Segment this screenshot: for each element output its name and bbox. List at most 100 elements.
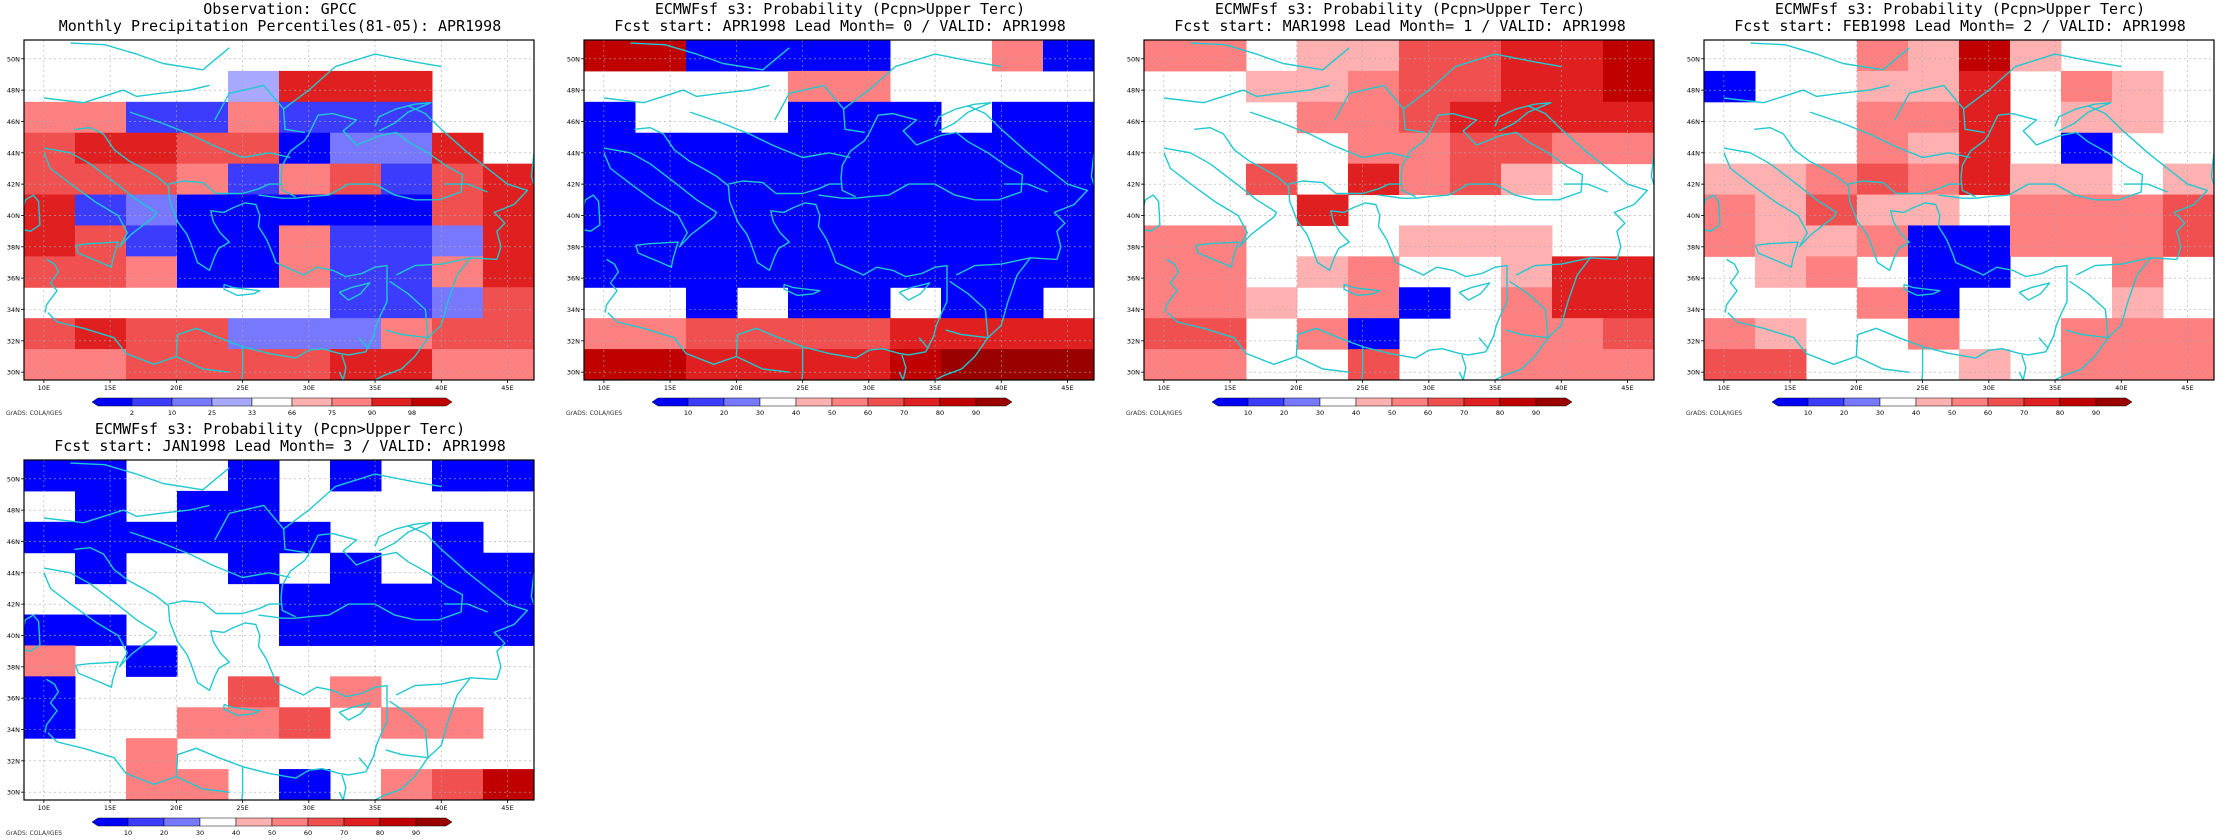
lat-tick-label: 32N: [1127, 337, 1140, 345]
grid-cell: [177, 521, 229, 554]
colorbar-label: 20: [1840, 409, 1848, 417]
grid-cell: [75, 552, 127, 585]
colorbar-label: 25: [208, 409, 216, 417]
grid-cell: [126, 738, 178, 770]
coastline: [2065, 257, 2151, 339]
grid-cell: [1857, 163, 1909, 196]
graticule: [24, 460, 534, 800]
colorbar-swatch: [91, 817, 129, 827]
grid-cell: [1908, 318, 1960, 350]
grid-cell: [686, 287, 738, 319]
grid-cell: [126, 769, 178, 801]
grid-cell: [1806, 225, 1858, 257]
grid-cell: [483, 194, 535, 226]
colorbar-swatch: [1499, 397, 1537, 407]
grid-cell: [788, 132, 840, 165]
grid-cell: [1195, 256, 1247, 288]
grid-cell: [890, 225, 942, 257]
coastline: [1163, 147, 1278, 248]
graticule: [24, 40, 534, 380]
grid-cell: [1297, 318, 1349, 350]
colorbar-swatch: [1987, 397, 2025, 407]
grid-cell: [1857, 287, 1909, 319]
lat-tick-label: 30N: [7, 789, 20, 797]
grid-cell: [1959, 40, 2011, 72]
colorbar-label: 10: [168, 409, 176, 417]
grid-cell: [992, 163, 1044, 196]
lat-tick-label: 44N: [567, 149, 580, 157]
lon-tick-label: 35E: [929, 384, 941, 392]
grid-cell: [2112, 287, 2164, 319]
grid-cell: [1450, 70, 1502, 103]
grid-cell: [483, 614, 535, 646]
coastline: [47, 547, 388, 785]
grid-cell: [941, 132, 993, 165]
grid-cell: [992, 225, 1044, 257]
colorbar-label: 60: [304, 829, 312, 837]
panel-title: Observation: GPCC: [203, 0, 357, 18]
coastline: [223, 283, 261, 297]
lon-tick-label: 40E: [1555, 384, 1567, 392]
grid-cell: [1908, 287, 1960, 319]
grid-cell: [1043, 40, 1095, 72]
grid-cell: [330, 349, 382, 381]
colorbar-label: 50: [1948, 409, 1956, 417]
coastline: [1361, 347, 1364, 380]
grid-cell: [228, 552, 280, 585]
colorbar-swatch: [1807, 397, 1845, 407]
grid-cell: [584, 194, 636, 226]
colorbar-label: 80: [376, 829, 384, 837]
grid-cell: [1043, 101, 1095, 134]
coastline: [1856, 355, 1910, 373]
colorbar-label: 98: [408, 409, 416, 417]
grid-cell: [839, 225, 891, 257]
colorbar-label: 10: [1244, 409, 1252, 417]
coastline: [43, 504, 210, 524]
coastline: [1515, 257, 1617, 276]
grid-cell: [330, 70, 382, 103]
lon-tick-label: 10E: [38, 804, 50, 812]
lat-tick-label: 34N: [1127, 306, 1140, 314]
coastline: [1921, 347, 1924, 380]
grid-cell: [788, 287, 840, 319]
coastline: [168, 600, 283, 615]
coastline: [606, 258, 615, 265]
coastline: [530, 152, 534, 188]
lat-tick-label: 46N: [1127, 118, 1140, 126]
coastline: [736, 355, 790, 373]
lat-tick-label: 46N: [7, 118, 20, 126]
grid-cell: [75, 132, 127, 165]
lon-tick-label: 10E: [598, 384, 610, 392]
grid-cell: [330, 256, 382, 288]
grid-cell: [1603, 256, 1655, 288]
grid-cell: [279, 225, 331, 257]
grid-cell: [941, 163, 993, 196]
coastline: [918, 337, 929, 350]
grid-cell: [228, 256, 280, 288]
coastline: [385, 257, 471, 339]
coastline: [1458, 282, 1491, 301]
grid-cell: [890, 349, 942, 381]
lat-tick-label: 34N: [567, 306, 580, 314]
grid-cell: [1603, 318, 1655, 350]
lon-tick-label: 20E: [170, 384, 182, 392]
colorbar-label: 20: [720, 409, 728, 417]
colorbar-swatch: [1771, 397, 1809, 407]
grid-cell: [432, 707, 484, 739]
grid-cell: [1603, 101, 1655, 134]
coastline: [2087, 105, 2169, 170]
grid-cell: [483, 769, 535, 801]
colorbar: 10 20 30 40 50 60 70 80 90: [1771, 397, 2133, 417]
lon-tick-label: 15E: [1224, 384, 1236, 392]
grid-cell: [330, 101, 382, 134]
grid-cell: [1450, 101, 1502, 134]
coastline: [1403, 53, 1562, 110]
lon-tick-label: 25E: [1916, 384, 1928, 392]
grid-cell: [686, 318, 738, 350]
lon-tick-label: 30E: [303, 384, 315, 392]
lon-tick-label: 40E: [995, 384, 1007, 392]
coastline: [818, 112, 1024, 201]
coastline: [176, 355, 230, 373]
lon-tick-label: 40E: [2115, 384, 2127, 392]
colorbar-swatch: [1319, 397, 1357, 407]
